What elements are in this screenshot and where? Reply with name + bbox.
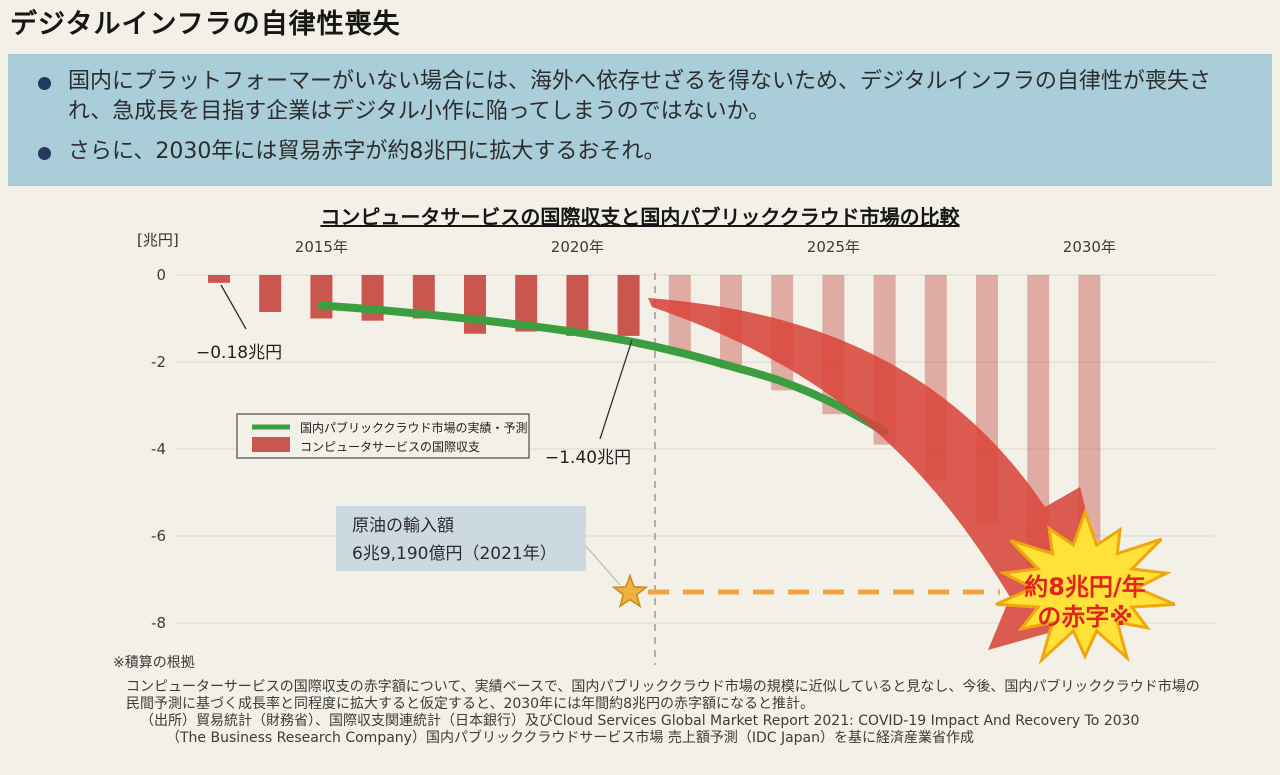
oil-import-box: 原油の輸入額 6兆9,190億円（2021年） bbox=[336, 506, 621, 586]
bullet-icon bbox=[38, 77, 51, 90]
callout-line-2021-bar bbox=[599, 339, 633, 440]
legend-label-cloud: 国内パブリッククラウド市場の実績・予測 bbox=[300, 420, 528, 435]
bar-2020 bbox=[566, 275, 589, 336]
footnote-basis-line1: コンピューターサービスの国際収支の赤字額について、実績ベースで、国内パブリックク… bbox=[126, 679, 1200, 695]
oil-box-line2: 6兆9,190億円（2021年） bbox=[352, 544, 557, 564]
summary-box: 国内にプラットフォーマーがいない場合には、海外へ依存せざるを得ないため、デジタル… bbox=[8, 54, 1272, 186]
oil-box-callout-line bbox=[584, 544, 621, 586]
bullet-icon bbox=[38, 146, 51, 160]
bar-2017 bbox=[412, 275, 435, 319]
oil-box-background bbox=[336, 506, 586, 571]
x-tick-label: 2025年 bbox=[807, 238, 860, 256]
bar-2021 bbox=[617, 275, 640, 336]
legend-bar-swatch-icon bbox=[252, 437, 290, 452]
x-tick-label: 2030年 bbox=[1063, 238, 1116, 256]
starburst-line2: の赤字※ bbox=[1037, 603, 1132, 631]
comparison-chart: [兆円] 0 -2 -4 -6 -8 2015年 2020年 2025年 2030年 −0.18… bbox=[137, 231, 1215, 665]
callout-line-first-bar bbox=[220, 284, 247, 330]
cloud-market-curve bbox=[317, 301, 889, 436]
x-tick-label: 2015年 bbox=[295, 238, 348, 256]
starburst-shape bbox=[995, 507, 1176, 665]
x-tick-label: 2020年 bbox=[551, 238, 604, 256]
first-bar-annotation: −0.18兆円 bbox=[196, 343, 282, 363]
footnote-basis-line2: 民間予測に基づく成長率と同程度に拡大すると仮定すると、2030年には年間約8兆円… bbox=[126, 696, 814, 712]
y-tick-label: -4 bbox=[151, 440, 166, 458]
bar-2019 bbox=[515, 275, 538, 332]
bar-2015 bbox=[310, 275, 333, 319]
y-tick-label: -6 bbox=[151, 527, 166, 545]
chart-title: コンピュータサービスの国際収支と国内パブリッククラウド市場の比較 bbox=[320, 205, 960, 229]
bar-2021-annotation: −1.40兆円 bbox=[545, 448, 631, 468]
bar-2018 bbox=[464, 275, 486, 334]
summary-bullet-2-text: さらに、2030年には貿易赤字が約8兆円に拡大するおそれ。 bbox=[68, 138, 666, 164]
footnote-basis-title: ※積算の根拠 bbox=[113, 655, 195, 671]
bar-2013 bbox=[208, 275, 230, 283]
summary-bullet-1-text: 国内にプラットフォーマーがいない場合には、海外へ依存せざるを得ないため、デジタル… bbox=[68, 69, 1211, 125]
cloud-market-line bbox=[317, 301, 889, 436]
legend: 国内パブリッククラウド市場の実績・予測 コンピュータサービスの国際収支 bbox=[236, 413, 530, 459]
deficit-trend-arrow-icon bbox=[648, 298, 1112, 650]
legend-label-balance: コンピュータサービスの国際収支 bbox=[300, 440, 480, 454]
footnote-source-line1: （出所）貿易統計（財務省）、国際収支関連統計（日本銀行）及びCloud Serv… bbox=[140, 713, 1140, 729]
gridlines-and-ticks: 0 -2 -4 -6 -8 2015年 2020年 2025年 2030年 bbox=[151, 238, 1215, 632]
page-title: デジタルインフラの自律性喪失 bbox=[10, 9, 401, 40]
summary-bullet-2: さらに、2030年には貿易赤字が約8兆円に拡大するおそれ。 bbox=[36, 137, 1252, 167]
oil-level-star-icon bbox=[611, 573, 649, 609]
y-tick-label: -2 bbox=[151, 353, 166, 371]
summary-bullet-1: 国内にプラットフォーマーがいない場合には、海外へ依存せざるを得ないため、デジタル… bbox=[36, 67, 1252, 128]
starburst-line1: 約8兆円/年 bbox=[1024, 573, 1145, 601]
bar-2014 bbox=[259, 275, 282, 312]
y-tick-label: 0 bbox=[156, 266, 166, 284]
starburst-icon bbox=[995, 507, 1176, 665]
y-axis-unit-label: [兆円] bbox=[137, 231, 179, 249]
star-glyph bbox=[611, 573, 649, 609]
y-tick-label: -8 bbox=[151, 614, 166, 632]
footnote-source-line2: （The Business Research Company）国内パブリッククラ… bbox=[166, 730, 975, 746]
oil-box-line1: 原油の輸入額 bbox=[352, 516, 454, 536]
